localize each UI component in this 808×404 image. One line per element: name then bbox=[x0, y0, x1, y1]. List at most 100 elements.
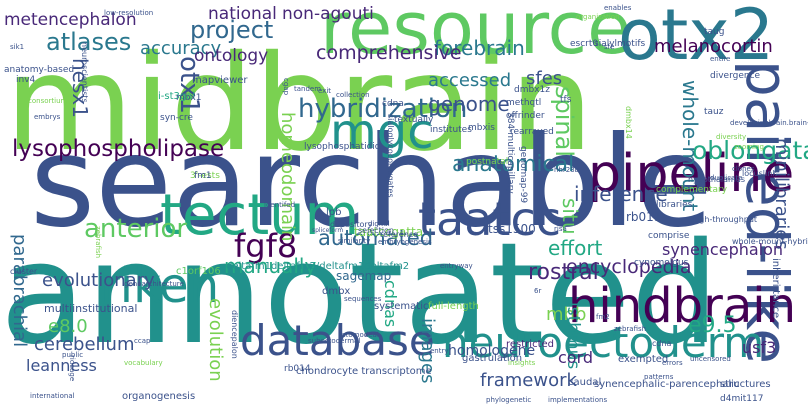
word-109: embryogenesis bbox=[378, 238, 432, 246]
word-143: ccap bbox=[134, 337, 151, 345]
word-10: hindbrain bbox=[568, 278, 797, 334]
word-145: ridcage bbox=[68, 355, 76, 382]
word-150: errors bbox=[662, 359, 683, 367]
word-55: whole-mount bbox=[678, 80, 702, 212]
word-31: genome bbox=[428, 92, 510, 116]
word-88: textually bbox=[394, 115, 434, 125]
word-93: methqtl bbox=[506, 98, 542, 108]
word-125: locuslink bbox=[742, 169, 777, 178]
word-26: cerebellum bbox=[34, 334, 135, 355]
word-130: entryway bbox=[440, 262, 473, 270]
word-152: insights bbox=[508, 359, 536, 367]
word-74: organogenesis bbox=[122, 391, 196, 402]
word-38: otx1 bbox=[174, 56, 204, 115]
word-114: libraries bbox=[656, 200, 693, 210]
word-127: neuroscientists bbox=[80, 42, 89, 103]
word-52: mhb bbox=[546, 304, 587, 325]
word-18: project bbox=[190, 16, 274, 44]
word-129: similarity bbox=[338, 237, 371, 245]
word-89: mbxis bbox=[468, 123, 495, 133]
word-87: mapviewer bbox=[192, 75, 248, 86]
word-79: structures bbox=[720, 379, 771, 390]
word-101: inv4 bbox=[16, 75, 36, 85]
word-40: homeodomain bbox=[277, 112, 298, 242]
word-14: hybridization bbox=[298, 94, 468, 124]
word-12: taatcc bbox=[418, 192, 562, 246]
word-171: zebrafish bbox=[614, 325, 647, 333]
word-3: resource bbox=[320, 0, 632, 70]
word-41: spinal bbox=[550, 86, 578, 157]
word-54: cord bbox=[558, 348, 594, 367]
word-19: forebrain bbox=[434, 36, 525, 60]
word-105: fm1 bbox=[194, 171, 212, 181]
word-97: taug bbox=[704, 27, 725, 37]
word-154: duplicate bbox=[710, 174, 743, 182]
word-138: spliceform bbox=[312, 227, 344, 234]
word-132: fm2 bbox=[596, 313, 610, 321]
word-112: postnatal bbox=[466, 157, 509, 167]
word-34: ontology bbox=[194, 46, 269, 66]
word-166: exit bbox=[318, 87, 332, 95]
word-149: patterns bbox=[644, 373, 674, 381]
word-134: digital bbox=[368, 220, 390, 228]
word-131: 6r bbox=[534, 287, 542, 295]
word-147: phylogenetic bbox=[486, 396, 532, 404]
word-44: effort bbox=[548, 236, 603, 260]
word-107: selection bbox=[358, 226, 394, 235]
word-81: synencephalic-parencephalic bbox=[594, 379, 740, 390]
word-126: sialoglycoconjugates bbox=[386, 114, 395, 198]
word-165: cgap bbox=[282, 78, 290, 96]
word-22: fgf8 bbox=[234, 227, 298, 265]
word-0: midbrain bbox=[5, 27, 594, 181]
word-29: accuracy bbox=[140, 38, 222, 59]
word-86: i-st3gal bbox=[158, 91, 196, 102]
word-9: database bbox=[240, 316, 435, 365]
word-110: lysophosphatidic bbox=[304, 142, 380, 152]
word-64: lpb bbox=[326, 207, 342, 218]
word-167: tandem bbox=[294, 85, 322, 93]
word-82: full-length bbox=[428, 301, 479, 312]
word-158: enables bbox=[604, 4, 632, 12]
word-136: subectodermal bbox=[308, 337, 361, 345]
word-135: stomodeal bbox=[342, 331, 379, 339]
word-160: sfe bbox=[604, 43, 615, 51]
word-65: inheri-tance bbox=[770, 258, 781, 319]
word-111: genomap-99 bbox=[518, 146, 528, 204]
word-21: anterior bbox=[84, 214, 188, 244]
word-63: sagemap bbox=[336, 269, 392, 283]
word-142: zebrafish bbox=[94, 226, 102, 259]
word-98: divergence bbox=[710, 71, 761, 81]
word-155: zooming bbox=[734, 143, 764, 151]
word-104: 3'-ests bbox=[190, 171, 220, 181]
word-17: atlases bbox=[46, 28, 132, 56]
word-1: searchable bbox=[30, 110, 713, 255]
word-77: caudal bbox=[568, 377, 602, 388]
word-42: sfes bbox=[526, 68, 563, 89]
word-91: rearrayed bbox=[510, 127, 554, 137]
word-39: hesx1 bbox=[68, 58, 92, 118]
word-35: national bbox=[208, 4, 277, 24]
word-124: 384-multicapillary bbox=[505, 112, 515, 194]
word-30: anatomical bbox=[452, 152, 575, 177]
word-162: sik1 bbox=[10, 43, 25, 51]
word-120: high-throughput bbox=[692, 215, 758, 224]
word-2: annotated bbox=[0, 213, 720, 376]
word-90: offrinder bbox=[506, 111, 545, 121]
word-128: low-resolution bbox=[104, 9, 154, 17]
word-123: tfs bbox=[560, 95, 572, 105]
word-113: complementary bbox=[656, 185, 728, 195]
word-56: minilibraries bbox=[771, 138, 792, 250]
word-11: neuroectoderm bbox=[442, 318, 765, 367]
word-66: taatccgatta bbox=[354, 225, 424, 239]
word-139: sequences bbox=[344, 295, 382, 303]
word-23: automated bbox=[318, 226, 434, 250]
word-121: whole-mount-hybridization bbox=[732, 237, 808, 246]
word-168: embrys bbox=[34, 113, 61, 121]
word-46: encyclopedia bbox=[566, 256, 692, 278]
word-16: metencephalon bbox=[4, 10, 137, 30]
word-151: uncensored bbox=[690, 355, 731, 363]
word-159: organization bbox=[576, 13, 620, 21]
word-169: hhr23b bbox=[554, 166, 580, 174]
word-84: restricted bbox=[506, 339, 554, 350]
